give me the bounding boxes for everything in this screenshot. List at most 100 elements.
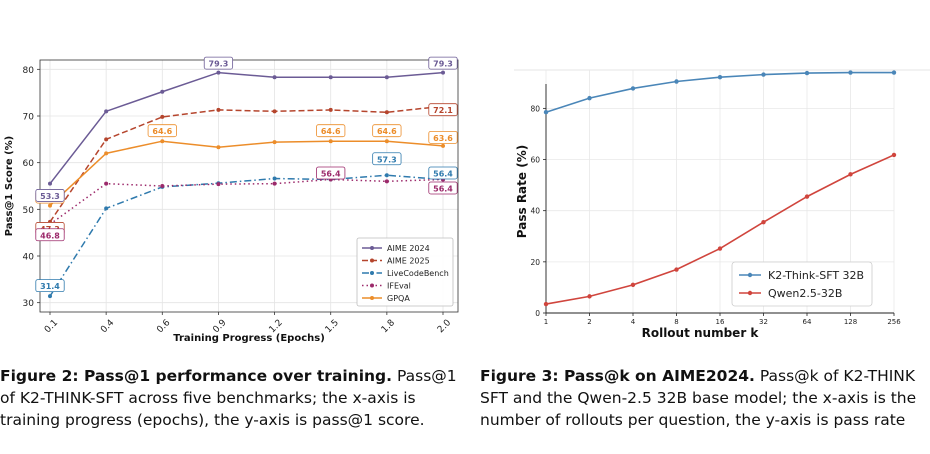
x-axis-label: Rollout number k xyxy=(642,326,760,340)
data-label-box xyxy=(147,124,177,138)
y-tick-label: 70 xyxy=(23,113,35,123)
legend-marker xyxy=(747,290,753,296)
data-label: 72.1 xyxy=(433,106,453,115)
x-tick-label: 2.0 xyxy=(436,318,453,335)
legend-marker xyxy=(370,246,374,250)
data-label: 56.4 xyxy=(433,169,453,178)
data-point xyxy=(891,152,897,158)
data-point xyxy=(848,70,853,75)
data-label-box xyxy=(372,152,402,166)
data-point xyxy=(761,219,766,225)
data-point xyxy=(216,145,221,150)
figure-2-caption-title: Figure 2: Pass@1 performance over traini… xyxy=(0,367,393,385)
data-label-box xyxy=(428,166,458,180)
data-label: 31.4 xyxy=(40,282,60,291)
data-point xyxy=(160,184,165,188)
legend-marker xyxy=(747,272,753,278)
data-label-box xyxy=(35,279,65,293)
x-tick-label: 0.4 xyxy=(99,318,116,335)
data-point xyxy=(272,140,277,145)
legend-label: Qwen2.5-32B xyxy=(768,287,842,300)
data-label-box xyxy=(35,228,65,242)
legend-label: LiveCodeBench xyxy=(387,269,449,278)
data-point xyxy=(216,70,221,75)
pass-at-k-chart: 0 20 40 60 80 1 2 4 8 16 32 64 128 256 Rollout number … xyxy=(514,69,930,340)
figure-2-caption-line: training progress (epochs), the y-axis i… xyxy=(0,411,425,429)
series-line xyxy=(49,174,444,297)
data-point xyxy=(160,139,165,144)
legend-marker xyxy=(370,283,374,288)
data-point xyxy=(328,75,333,80)
data-point xyxy=(630,282,636,288)
x-tick-label: 1 xyxy=(544,318,548,326)
data-label: 64.6 xyxy=(152,127,172,136)
data-point xyxy=(216,107,221,112)
data-point xyxy=(891,70,897,75)
data-point xyxy=(384,75,389,80)
data-label-box xyxy=(428,130,458,144)
data-point xyxy=(804,70,810,76)
data-point xyxy=(384,179,389,184)
data-point xyxy=(674,79,679,84)
data-point xyxy=(587,95,592,101)
data-point xyxy=(48,181,52,186)
legend-marker xyxy=(370,271,374,275)
y-tick-label: 80 xyxy=(530,104,540,113)
y-tick-label: 80 xyxy=(23,66,35,76)
legend-label: IFEval xyxy=(387,282,411,291)
data-label: 57.3 xyxy=(377,155,397,164)
data-point xyxy=(543,301,549,307)
data-point xyxy=(272,75,277,80)
data-label-box xyxy=(316,166,346,180)
data-point xyxy=(717,246,723,251)
data-point xyxy=(674,267,679,272)
data-label: 46.8 xyxy=(40,231,60,240)
data-label: 79.3 xyxy=(209,60,229,69)
data-label-box xyxy=(428,103,458,117)
data-label-box xyxy=(428,181,458,195)
y-axis-label: Pass@1 Score (%) xyxy=(4,136,15,237)
x-tick-label: 128 xyxy=(844,318,857,326)
figure-3-caption-line: SFT and the Qwen-2.5 32B base model; the… xyxy=(480,389,917,407)
legend-box xyxy=(356,237,454,307)
x-tick-label: 4 xyxy=(631,318,636,326)
data-point xyxy=(543,110,549,115)
y-tick-label: 60 xyxy=(530,156,540,165)
data-label: 63.6 xyxy=(433,134,453,143)
legend-marker xyxy=(370,296,374,300)
y-tick-label: 0 xyxy=(535,309,540,318)
data-point xyxy=(441,143,445,148)
series-line xyxy=(49,178,444,225)
data-label: 64.6 xyxy=(321,127,341,136)
figure-2-caption: Figure 2: Pass@1 performance over traini… xyxy=(0,365,457,431)
x-tick-label: 8 xyxy=(674,318,678,326)
y-tick-label: 40 xyxy=(23,253,35,263)
x-tick-label: 32 xyxy=(759,318,768,326)
x-tick-label: 1.5 xyxy=(324,318,341,335)
data-label: 53.3 xyxy=(40,192,60,201)
y-tick-label: 50 xyxy=(23,206,35,216)
data-label-box xyxy=(316,124,346,138)
plot-frame xyxy=(39,59,459,313)
series-line xyxy=(49,105,444,223)
data-point xyxy=(328,107,333,112)
figure-2-caption-line: of K2-THINK-SFT across five benchmarks; … xyxy=(0,389,416,407)
y-tick-label: 30 xyxy=(23,299,35,309)
data-point xyxy=(48,203,52,208)
x-axis-label: Training Progress (Epochs) xyxy=(173,333,325,344)
figure-3-caption: Figure 3: Pass@k on AIME2024. Pass@k of … xyxy=(480,365,916,431)
data-label: 56.4 xyxy=(321,169,341,178)
figure-3-caption-line: number of rollouts per question, the y-a… xyxy=(480,411,906,429)
x-tick-label: 256 xyxy=(887,318,901,326)
data-label: 64.6 xyxy=(377,127,397,136)
x-tick-label: 0.6 xyxy=(155,318,172,335)
data-point xyxy=(587,294,592,299)
figure-3-caption-title: Figure 3: Pass@k on AIME2024. xyxy=(480,367,755,385)
data-point xyxy=(104,206,109,211)
data-point xyxy=(104,137,109,142)
legend-label: AIME 2024 xyxy=(387,244,430,253)
data-label: 79.3 xyxy=(433,60,453,69)
legend-box xyxy=(731,261,873,307)
x-tick-label: 64 xyxy=(803,318,812,326)
y-axis-label: Pass Rate (%) xyxy=(515,145,529,238)
